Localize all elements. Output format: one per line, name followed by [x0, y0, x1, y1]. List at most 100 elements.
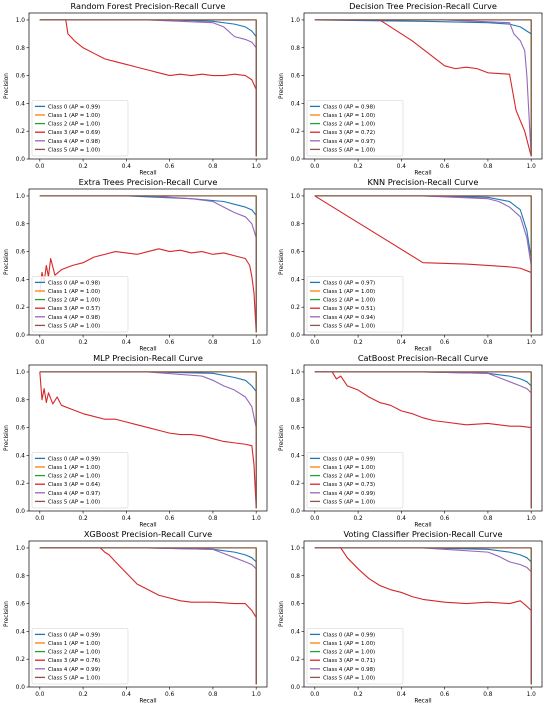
x-axis-label: Recall — [139, 347, 157, 353]
y-tick-label: 0.0 — [16, 685, 26, 691]
legend-entry-label: Class 0 (AP = 0.99) — [48, 632, 100, 638]
series-line-class-3 — [314, 195, 532, 333]
series-line-class-5 — [314, 195, 532, 333]
legend: Class 0 (AP = 0.98) Class 1 (AP = 1.00) Cl… — [306, 100, 404, 157]
x-tick-label: 0.6 — [165, 164, 175, 170]
legend-entry-label: Class 1 (AP = 1.00) — [48, 465, 100, 471]
y-axis-label: Precision — [279, 73, 285, 99]
legend: Class 0 (AP = 0.97) Class 1 (AP = 1.00) Cl… — [306, 276, 404, 333]
legend-entry-label: Class 5 (AP = 1.00) — [48, 147, 100, 153]
x-axis-label: Recall — [414, 347, 432, 353]
x-tick-label: 1.0 — [252, 516, 262, 522]
x-tick-label: 1.0 — [527, 340, 537, 346]
x-tick-label: 0.6 — [440, 516, 450, 522]
x-tick-label: 0.4 — [122, 516, 132, 522]
x-axis-label: Recall — [414, 171, 432, 177]
legend-entry-label: Class 1 (AP = 1.00) — [323, 113, 375, 119]
legend: Class 0 (AP = 0.99) Class 1 (AP = 1.00) Cl… — [31, 628, 129, 685]
y-tick-label: 0.8 — [291, 46, 301, 52]
legend-entry-label: Class 5 (AP = 1.00) — [48, 499, 100, 505]
legend-entry-label: Class 2 (AP = 1.00) — [48, 650, 100, 656]
y-axis-label: Precision — [4, 73, 10, 99]
pr-curve-chart: CatBoost Precision-Recall Curve 0.0 0.2 0.4… — [279, 353, 543, 528]
plot-area-frame — [28, 364, 268, 512]
chart-title: XGBoost Precision-Recall Curve — [84, 529, 212, 539]
legend: Class 0 (AP = 0.99) Class 1 (AP = 1.00) Cl… — [31, 452, 129, 509]
chart-title: CatBoost Precision-Recall Curve — [358, 353, 488, 363]
x-tick-label: 0.6 — [165, 692, 175, 698]
y-tick-label: 0.0 — [291, 333, 301, 339]
series-line-class-0 — [39, 195, 257, 333]
legend-entry-label: Class 3 (AP = 0.69) — [48, 130, 100, 136]
y-tick-label: 0.0 — [16, 333, 26, 339]
legend-entry-label: Class 3 (AP = 0.71) — [323, 658, 375, 664]
y-tick-label: 1.0 — [16, 194, 26, 200]
legend-box — [31, 628, 129, 685]
y-tick-label: 0.4 — [291, 101, 301, 107]
y-tick-label: 1.0 — [16, 18, 26, 24]
legend-entry-label: Class 2 (AP = 1.00) — [48, 122, 100, 128]
y-tick-label: 1.0 — [291, 546, 301, 552]
legend-entry-label: Class 3 (AP = 0.73) — [323, 482, 375, 488]
y-tick-label: 0.2 — [16, 481, 26, 487]
chart-panel: Extra Trees Precision-Recall Curve 0.0 0.2… — [0, 176, 275, 352]
x-tick-label: 1.0 — [527, 692, 537, 698]
y-tick-label: 0.8 — [291, 398, 301, 404]
y-tick-label: 0.6 — [291, 250, 301, 256]
x-tick-label: 0.4 — [122, 340, 132, 346]
chart-panel: Decision Tree Precision-Recall Curve 0.0 0… — [275, 0, 550, 176]
legend-entry-label: Class 5 (AP = 1.00) — [48, 323, 100, 329]
legend-entry-label: Class 2 (AP = 1.00) — [48, 298, 100, 304]
x-tick-label: 0.2 — [353, 164, 363, 170]
legend-entry-label: Class 4 (AP = 0.99) — [48, 667, 100, 673]
x-tick-label: 0.4 — [397, 516, 407, 522]
legend-entry-label: Class 3 (AP = 0.64) — [48, 482, 100, 488]
y-axis-label: Precision — [279, 249, 285, 275]
series-line-class-4 — [39, 19, 257, 157]
legend-entry-label: Class 4 (AP = 0.97) — [323, 139, 375, 145]
plot-area-frame — [303, 188, 543, 336]
plot-area-frame — [28, 188, 268, 336]
y-tick-label: 0.8 — [16, 222, 26, 228]
legend-entry-label: Class 5 (AP = 1.00) — [323, 675, 375, 681]
legend-entry-label: Class 5 (AP = 1.00) — [323, 147, 375, 153]
series-line-class-5 — [314, 547, 532, 685]
legend: Class 0 (AP = 0.98) Class 1 (AP = 1.00) Cl… — [31, 276, 129, 333]
legend: Class 0 (AP = 0.99) Class 1 (AP = 1.00) Cl… — [306, 628, 404, 685]
series-line-class-3 — [314, 371, 532, 509]
y-tick-label: 0.8 — [16, 574, 26, 580]
plot-area-frame — [28, 540, 268, 688]
legend-entry-label: Class 1 (AP = 1.00) — [323, 465, 375, 471]
x-tick-label: 0.8 — [208, 164, 218, 170]
legend-entry-label: Class 5 (AP = 1.00) — [48, 675, 100, 681]
x-tick-label: 0.8 — [483, 340, 493, 346]
x-tick-label: 0.0 — [35, 340, 45, 346]
y-tick-label: 0.2 — [16, 129, 26, 135]
y-tick-label: 0.2 — [291, 657, 301, 663]
legend-entry-label: Class 1 (AP = 1.00) — [48, 289, 100, 295]
x-tick-label: 0.6 — [440, 164, 450, 170]
series-line-class-5 — [39, 195, 257, 333]
x-tick-label: 0.4 — [122, 692, 132, 698]
series-line-class-3 — [39, 19, 257, 157]
y-tick-label: 0.6 — [16, 426, 26, 432]
x-tick-label: 0.2 — [353, 516, 363, 522]
series-line-class-3 — [314, 19, 532, 157]
y-tick-label: 0.0 — [291, 685, 301, 691]
legend-entry-label: Class 4 (AP = 0.98) — [323, 667, 375, 673]
x-tick-label: 0.2 — [78, 164, 88, 170]
legend-entry-label: Class 2 (AP = 1.00) — [323, 298, 375, 304]
series-line-class-3 — [39, 248, 257, 333]
plot-area-frame — [303, 364, 543, 512]
x-tick-label: 1.0 — [527, 164, 537, 170]
legend-entry-label: Class 2 (AP = 1.00) — [323, 474, 375, 480]
x-tick-label: 0.6 — [440, 692, 450, 698]
legend-entry-label: Class 3 (AP = 0.76) — [48, 658, 100, 664]
legend-box — [31, 100, 129, 157]
chart-panel: KNN Precision-Recall Curve 0.0 0.2 0.4 0.6 0.… — [275, 176, 550, 352]
y-axis-label: Precision — [4, 425, 10, 451]
x-tick-label: 0.2 — [78, 340, 88, 346]
x-tick-label: 0.8 — [483, 516, 493, 522]
pr-curve-chart: Random Forest Precision-Recall Curve 0.0 0… — [4, 1, 268, 176]
y-tick-label: 0.8 — [291, 574, 301, 580]
